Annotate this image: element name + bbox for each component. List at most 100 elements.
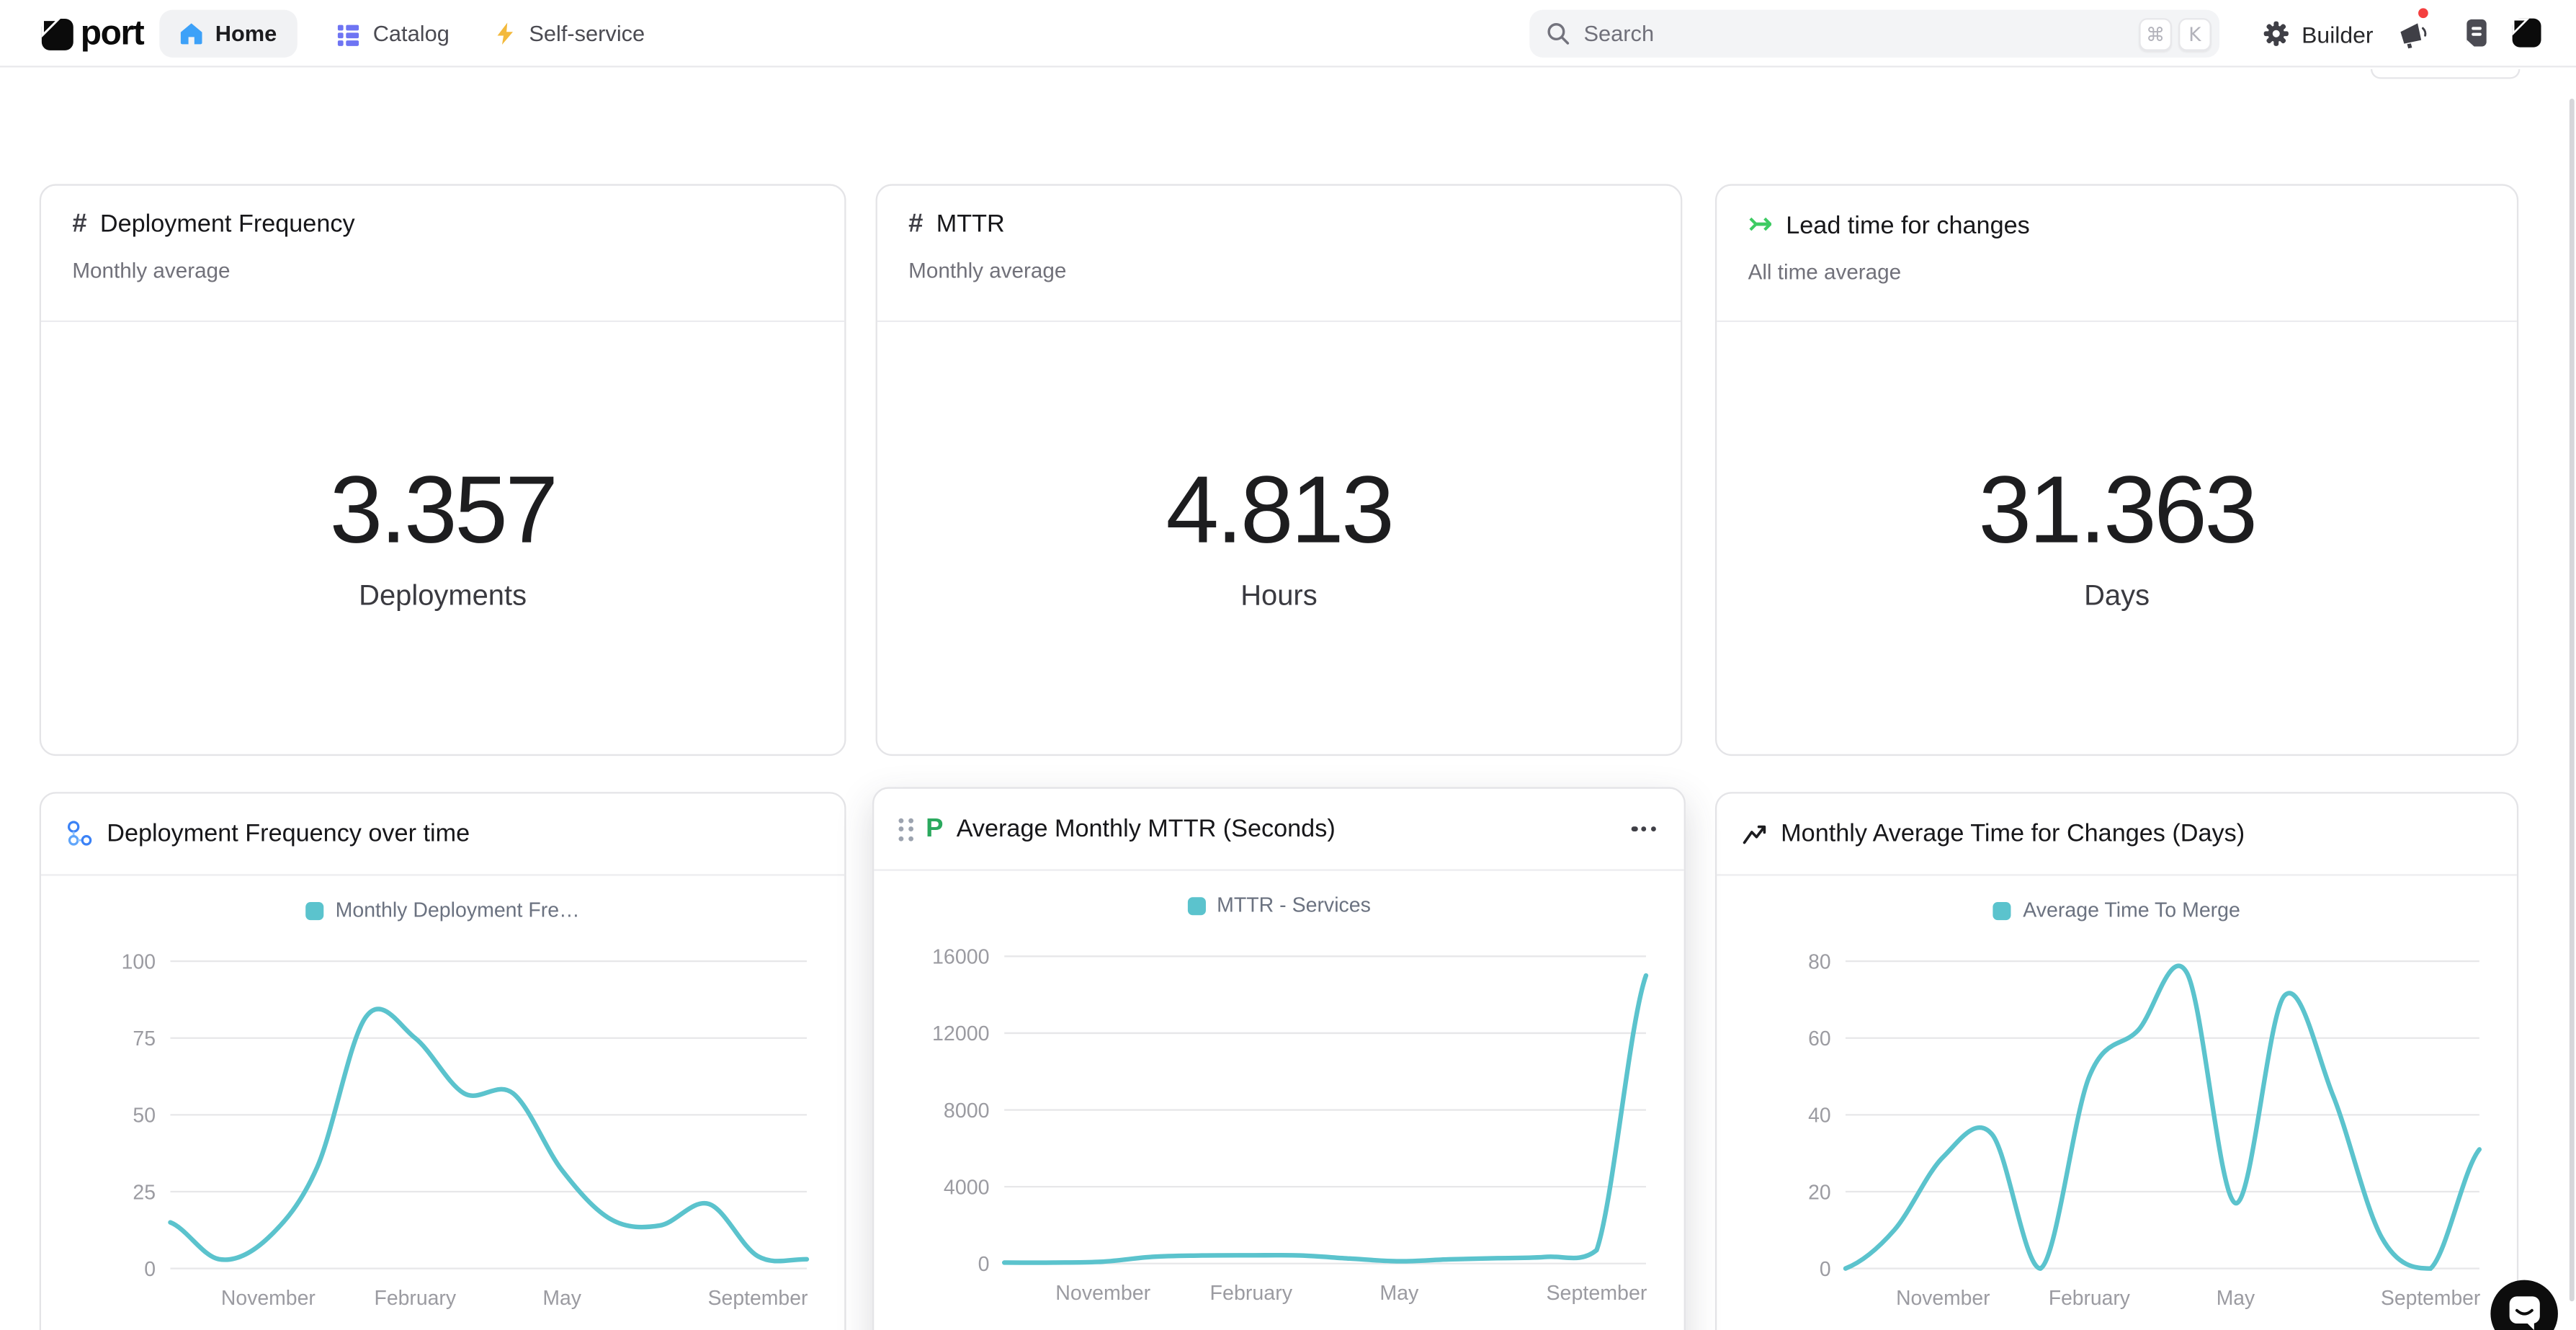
card-title: Deployment Frequency [99, 210, 355, 238]
docs-button[interactable] [2459, 17, 2492, 50]
svg-text:60: 60 [1808, 1027, 1830, 1050]
hash-icon: # [72, 209, 87, 238]
svg-text:November: November [1896, 1287, 1990, 1310]
dashboard-content: # Deployment Frequency Monthly average 3… [0, 68, 2576, 1330]
k-key-icon: K [2178, 17, 2211, 50]
divider [877, 320, 1681, 322]
trend-icon [1741, 821, 1767, 847]
svg-text:8000: 8000 [944, 1099, 990, 1123]
announcements-button[interactable] [2395, 6, 2430, 50]
svg-text:4000: 4000 [944, 1176, 990, 1199]
line-chart-time-for-changes[interactable]: 0 20 40 60 80 November February May September [1717, 935, 2517, 1330]
stat-value: 4.813 [1166, 457, 1394, 564]
svg-text:40: 40 [1808, 1104, 1830, 1128]
svg-text:May: May [1379, 1282, 1419, 1305]
notification-dot [2416, 6, 2430, 20]
legend-label: Average Time To Merge [2023, 898, 2240, 922]
svg-text:February: February [2049, 1287, 2131, 1310]
stat-value: 3.357 [329, 457, 558, 564]
search-placeholder: Search [1583, 21, 1655, 46]
port-account-button[interactable] [2510, 17, 2544, 50]
card-subtitle: Monthly average [72, 258, 231, 283]
svg-text:February: February [374, 1287, 456, 1310]
tab-home-label: Home [215, 21, 277, 46]
builder-button[interactable]: Builder [2262, 0, 2374, 68]
lightning-icon [493, 22, 517, 46]
legend-item[interactable]: MTTR - Services [874, 871, 1683, 930]
svg-text:May: May [2217, 1287, 2255, 1310]
svg-text:May: May [542, 1287, 581, 1310]
svg-text:80: 80 [1808, 950, 1830, 973]
tab-catalog[interactable]: Catalog [316, 10, 469, 58]
hash-icon: # [908, 209, 923, 238]
legend-item[interactable]: Average Time To Merge [1717, 876, 2517, 935]
catalog-icon [335, 21, 361, 47]
stat-unit: Deployments [359, 578, 527, 612]
port-p-icon: P [926, 814, 944, 842]
svg-text:0: 0 [1820, 1258, 1831, 1281]
pipeline-icon [66, 820, 94, 848]
card-title: MTTR [936, 210, 1005, 238]
logo-text: port [80, 14, 145, 53]
gear-icon [2262, 19, 2290, 48]
svg-text:20: 20 [1808, 1181, 1830, 1204]
port-logo-icon [40, 17, 76, 53]
stat-card-deployment-frequency: # Deployment Frequency Monthly average 3… [39, 184, 846, 757]
card-title: Monthly Average Time for Changes (Days) [1781, 820, 2245, 848]
vertical-scrollbar[interactable] [2568, 98, 2575, 1302]
legend-item[interactable]: Monthly Deployment Fre… [41, 876, 844, 935]
svg-text:16000: 16000 [932, 946, 990, 969]
svg-text:September: September [708, 1287, 808, 1310]
line-chart-deployment-frequency[interactable]: 0 25 50 75 100 November February May September [41, 935, 844, 1330]
search-input[interactable]: Search ⌘ K [1529, 9, 2220, 58]
card-subtitle: All time average [1748, 259, 1902, 285]
svg-text:0: 0 [144, 1258, 156, 1281]
merge-arrow-icon: ↣ [1748, 207, 1773, 242]
line-chart-mttr[interactable]: 0 4000 8000 12000 16000 November February May Se… [874, 930, 1683, 1330]
svg-text:0: 0 [978, 1253, 990, 1276]
chat-launcher-button[interactable] [2490, 1280, 2558, 1330]
collapsed-widget-button[interactable] [2370, 68, 2521, 79]
svg-text:75: 75 [133, 1027, 156, 1050]
ellipsis-menu-button[interactable] [1629, 820, 1659, 839]
builder-label: Builder [2302, 20, 2374, 47]
top-navbar: port Home Catalog [0, 0, 2576, 68]
tab-self-service-label: Self-service [529, 21, 645, 46]
svg-text:November: November [221, 1287, 316, 1310]
chart-card-deployment-frequency: Deployment Frequency over time Monthly D… [39, 792, 846, 1330]
port-logo[interactable]: port [40, 14, 145, 55]
svg-text:November: November [1055, 1282, 1150, 1305]
stat-value: 31.363 [1978, 457, 2258, 564]
svg-text:September: September [2381, 1287, 2480, 1310]
chart-card-time-for-changes: Monthly Average Time for Changes (Days) … [1714, 792, 2519, 1330]
legend-swatch [1187, 896, 1206, 915]
stat-unit: Hours [1240, 578, 1318, 612]
legend-label: Monthly Deployment Fre… [335, 898, 580, 922]
card-subtitle: Monthly average [908, 258, 1067, 283]
home-icon [179, 22, 204, 46]
tab-home[interactable]: Home [159, 9, 297, 58]
stat-card-mttr: # MTTR Monthly average 4.813 Hours [875, 184, 1683, 757]
svg-text:February: February [1210, 1282, 1293, 1305]
search-icon [1546, 22, 1570, 46]
card-title: Deployment Frequency over time [107, 820, 470, 848]
legend-swatch [1993, 901, 2012, 920]
svg-text:100: 100 [122, 950, 156, 973]
chart-card-mttr: P Average Monthly MTTR (Seconds) MTTR - … [872, 787, 1686, 1330]
stat-card-lead-time: ↣ Lead time for changes All time average… [1714, 184, 2519, 757]
stat-unit: Days [2084, 578, 2150, 612]
drag-handle-icon[interactable] [898, 817, 913, 841]
command-key-icon: ⌘ [2139, 17, 2172, 50]
tab-self-service[interactable]: Self-service [473, 10, 665, 58]
legend-swatch [305, 901, 324, 920]
svg-text:12000: 12000 [932, 1022, 990, 1045]
card-title: Lead time for changes [1786, 211, 2030, 239]
tab-catalog-label: Catalog [372, 21, 450, 46]
svg-text:50: 50 [133, 1104, 156, 1128]
legend-label: MTTR - Services [1217, 893, 1371, 917]
svg-text:September: September [1546, 1282, 1647, 1305]
divider [41, 320, 845, 322]
card-title: Average Monthly MTTR (Seconds) [956, 815, 1336, 843]
chat-bubble-icon [2509, 1296, 2540, 1330]
svg-text:25: 25 [133, 1181, 156, 1204]
